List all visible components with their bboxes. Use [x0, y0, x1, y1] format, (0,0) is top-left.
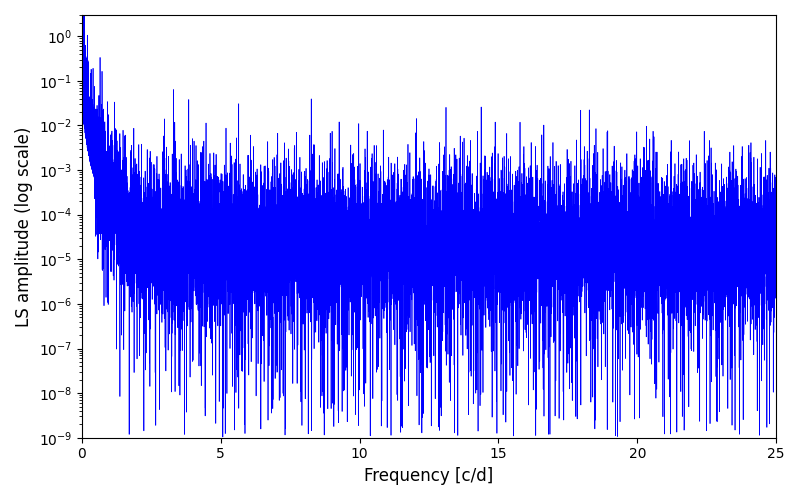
- Y-axis label: LS amplitude (log scale): LS amplitude (log scale): [15, 126, 33, 326]
- X-axis label: Frequency [c/d]: Frequency [c/d]: [364, 467, 494, 485]
